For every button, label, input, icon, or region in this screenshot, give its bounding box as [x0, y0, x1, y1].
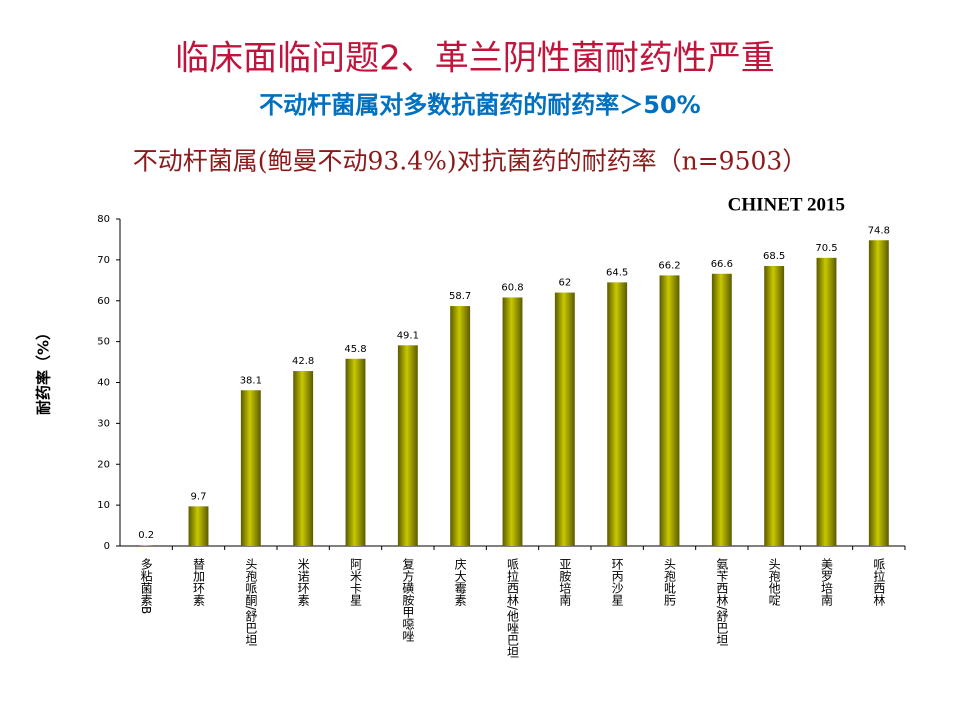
- y-tick-label: 30: [97, 418, 110, 429]
- y-tick-label: 60: [97, 296, 110, 307]
- bar: [240, 390, 261, 546]
- data-label: 64.5: [606, 267, 628, 278]
- data-label: 42.8: [292, 356, 314, 367]
- bar: [136, 545, 157, 546]
- slide-subtitle: 不动杆菌属对多数抗菌药的耐药率＞50%: [259, 91, 700, 119]
- bar: [816, 257, 837, 546]
- x-tick-label: 哌拉西林: [872, 558, 886, 606]
- y-tick-label: 80: [97, 214, 110, 225]
- bar: [607, 282, 628, 546]
- y-tick-label: 0: [104, 541, 110, 552]
- x-tick-label: 多粘菌素B: [139, 558, 153, 615]
- chart-title: 不动杆菌属(鲍曼不动93.4%)对抗菌药的耐药率（n=9503）: [133, 147, 808, 176]
- y-tick-label: 10: [97, 500, 110, 511]
- data-label: 68.5: [763, 251, 785, 262]
- data-label: 45.8: [344, 344, 366, 355]
- bar: [868, 240, 889, 546]
- slide-title: 临床面临问题2、革兰阴性菌耐药性严重: [175, 39, 775, 79]
- bar: [711, 273, 732, 546]
- bar: [345, 358, 366, 546]
- x-tick-label: 哌拉西林/他唑巴坦: [506, 558, 520, 658]
- annotation: CHINET 2015: [728, 194, 845, 215]
- bar: [502, 297, 523, 546]
- x-tick-label: 阿米卡星: [349, 558, 363, 606]
- bar: [188, 506, 209, 546]
- y-axis-label: 耐药率（%）: [35, 325, 53, 415]
- x-tick-label: 头孢哌酮/舒巴坦: [244, 558, 258, 646]
- bar: [554, 292, 575, 546]
- x-tick-label: 美罗培南: [820, 558, 834, 606]
- bar: [659, 275, 680, 546]
- x-tick-label: 亚胺培南: [558, 558, 572, 606]
- data-label: 9.7: [191, 491, 207, 502]
- data-label: 66.2: [658, 260, 680, 271]
- bar: [397, 345, 418, 546]
- x-tick-label: 氨苄西林/舒巴坦: [715, 558, 729, 646]
- data-label: 38.1: [240, 375, 262, 386]
- data-label: 62: [558, 278, 571, 289]
- x-tick-label: 头孢他啶: [767, 558, 781, 607]
- y-tick-label: 40: [97, 378, 110, 389]
- data-label: 74.8: [868, 225, 890, 236]
- data-label: 70.5: [815, 243, 837, 254]
- y-tick-label: 50: [97, 337, 110, 348]
- bar: [450, 306, 471, 546]
- data-label: 60.8: [501, 282, 523, 293]
- x-tick-label: 复方磺胺甲噁唑: [401, 558, 415, 642]
- y-tick-label: 70: [97, 255, 110, 266]
- data-label: 58.7: [449, 291, 471, 302]
- data-label: 0.2: [138, 530, 154, 541]
- x-tick-label: 米诺环素: [296, 558, 310, 606]
- bar: [293, 371, 314, 546]
- data-label: 66.6: [711, 259, 733, 270]
- data-label: 49.1: [397, 330, 419, 341]
- y-tick-label: 20: [97, 459, 110, 470]
- x-tick-label: 替加环素: [192, 558, 206, 606]
- x-tick-label: 庆大霉素: [453, 558, 467, 606]
- x-tick-label: 头孢吡肟: [663, 558, 677, 606]
- bar: [764, 266, 785, 546]
- x-tick-label: 环丙沙星: [610, 558, 624, 606]
